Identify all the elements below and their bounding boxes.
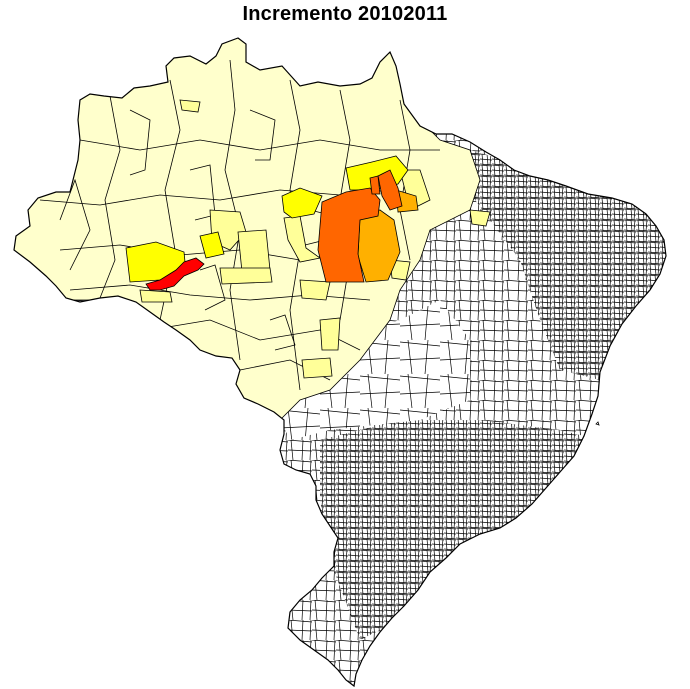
- offshore-island: [595, 421, 600, 426]
- medium-low-increment-municipalities: [125, 155, 409, 283]
- map-title: Incremento 20102011: [242, 3, 448, 25]
- region-southeast-dense: [320, 420, 600, 640]
- highest-increment-municipalities: [145, 257, 205, 291]
- region-central-west-sparse: [270, 300, 470, 440]
- medium-increment-municipalities: [357, 189, 419, 283]
- high-increment-municipalities: [317, 169, 403, 283]
